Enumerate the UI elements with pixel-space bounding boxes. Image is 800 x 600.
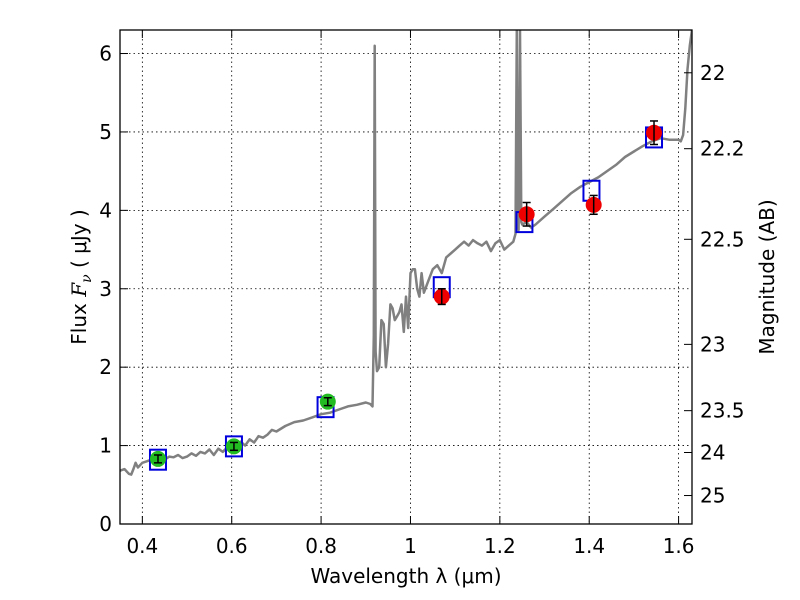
y2-tick-label: 22.2 [700, 137, 745, 161]
y2-tick-label: 24 [700, 440, 725, 464]
x-tick-label: 1.4 [573, 534, 605, 558]
y2-tick-label: 25 [700, 484, 725, 508]
x-tick-label: 0.4 [126, 534, 158, 558]
x-tick-label: 1.2 [484, 534, 516, 558]
x-axis-label: Wavelength λ (μm) [310, 564, 501, 588]
x-tick-label: 1.6 [663, 534, 695, 558]
y-tick-label: 3 [99, 277, 112, 301]
x-tick-label: 0.6 [216, 534, 248, 558]
spectrum-line [120, 30, 692, 476]
y2-tick-label: 23.5 [700, 399, 745, 423]
grid [120, 30, 692, 525]
y-tick-label: 6 [99, 42, 112, 66]
spectrum-layer [120, 30, 692, 476]
y-tick-label: 5 [99, 120, 112, 144]
y2-tick-label: 22 [700, 61, 725, 85]
y2-tick-label: 22.5 [700, 227, 745, 251]
marker-layer [148, 120, 664, 471]
y-tick-label: 1 [99, 434, 112, 458]
x-tick-label: 0.8 [305, 534, 337, 558]
axis-ticks: 0.4 0.6 0.8 1 1.2 1.4 1.601234562222.222.52323… [99, 30, 745, 558]
model-square-marker [148, 448, 167, 471]
y2-tick-label: 23 [700, 332, 725, 356]
y-tick-label: 0 [99, 512, 112, 536]
y-tick-label: 2 [99, 355, 112, 379]
y-tick-label: 4 [99, 198, 112, 222]
y-axis-label: Flux Fν ( μJy ) [67, 209, 95, 344]
x-tick-label: 1 [404, 534, 417, 558]
plot-frame [119, 29, 693, 525]
y2-axis-label: Magnitude (AB) [755, 199, 779, 354]
